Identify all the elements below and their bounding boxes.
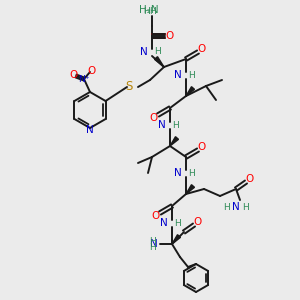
Text: N: N bbox=[150, 239, 158, 249]
Text: H₂N: H₂N bbox=[139, 5, 159, 15]
Text: H: H bbox=[154, 47, 161, 56]
Text: N: N bbox=[174, 70, 182, 80]
Text: O: O bbox=[88, 66, 96, 76]
Text: O: O bbox=[70, 70, 78, 80]
Text: N: N bbox=[174, 168, 182, 178]
Text: O: O bbox=[151, 211, 159, 221]
Text: N⁺: N⁺ bbox=[78, 74, 90, 83]
Text: H: H bbox=[148, 242, 155, 251]
Text: H: H bbox=[188, 169, 195, 178]
Text: H: H bbox=[174, 218, 181, 227]
Text: O: O bbox=[194, 217, 202, 227]
Text: S: S bbox=[126, 80, 133, 94]
Text: O: O bbox=[165, 31, 173, 41]
Polygon shape bbox=[154, 57, 164, 67]
Text: N: N bbox=[232, 202, 240, 212]
Text: O: O bbox=[149, 113, 157, 123]
Text: H: H bbox=[148, 8, 155, 16]
Text: N: N bbox=[140, 47, 148, 57]
Text: N: N bbox=[160, 218, 168, 228]
Polygon shape bbox=[170, 137, 178, 146]
Text: H: H bbox=[223, 202, 230, 211]
Text: H: H bbox=[188, 70, 195, 80]
Text: O: O bbox=[246, 174, 254, 184]
Polygon shape bbox=[186, 87, 194, 96]
Text: H: H bbox=[242, 202, 249, 211]
Text: N: N bbox=[158, 120, 166, 130]
Polygon shape bbox=[186, 185, 194, 194]
Text: H: H bbox=[172, 121, 179, 130]
Text: N: N bbox=[86, 125, 94, 135]
Text: O: O bbox=[198, 44, 206, 54]
Text: H: H bbox=[148, 236, 155, 245]
Text: O: O bbox=[198, 142, 206, 152]
Text: H: H bbox=[142, 8, 149, 16]
Polygon shape bbox=[172, 235, 181, 244]
